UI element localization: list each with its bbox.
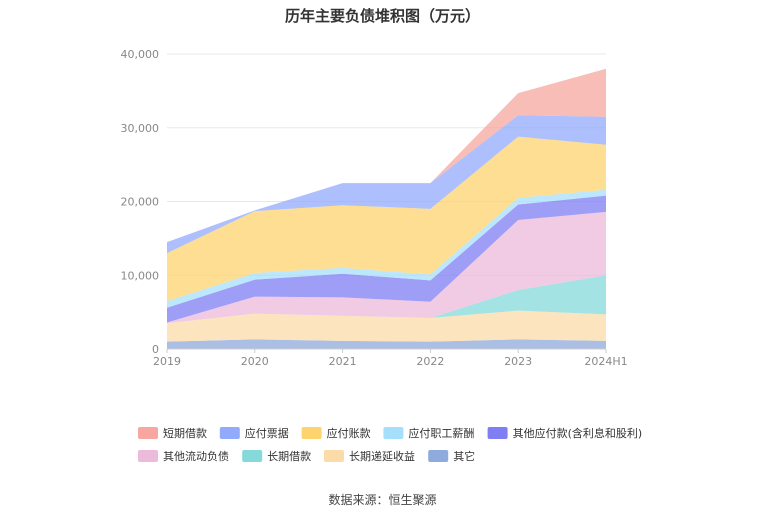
- x-tick-label: 2022: [416, 355, 444, 368]
- x-tick-label: 2023: [504, 355, 532, 368]
- legend-label: 应付职工薪酬: [408, 426, 474, 440]
- y-tick-label: 40,000: [121, 48, 160, 61]
- area-series: [167, 211, 606, 324]
- y-tick-label: 0: [152, 343, 159, 356]
- x-tick-label: 2019: [153, 355, 181, 368]
- legend-swatch: [219, 427, 240, 439]
- legend-label: 应付票据: [245, 426, 289, 440]
- x-tick-label: 2021: [329, 355, 357, 368]
- area-series: [167, 136, 606, 302]
- y-tick-label: 10,000: [121, 269, 160, 282]
- x-tick-label: 2024H1: [584, 355, 627, 368]
- area-series: [167, 339, 606, 349]
- legend-swatch: [138, 427, 158, 439]
- y-tick-label: 20,000: [121, 196, 160, 209]
- area-series: [167, 275, 606, 324]
- area-series: [167, 68, 606, 243]
- legend-label: 其他流动负债: [163, 449, 229, 463]
- y-tick-label: 30,000: [121, 122, 160, 135]
- legend-swatch: [324, 450, 344, 462]
- legend-label: 应付账款: [327, 426, 371, 440]
- chart-title: 历年主要负债堆积图（万元）: [284, 7, 480, 25]
- legend-label: 短期借款: [163, 426, 207, 440]
- legend-label: 其他应付款(含利息和股利): [513, 426, 643, 440]
- area-series: [167, 189, 606, 308]
- legend-swatch: [428, 450, 449, 462]
- area-series: [167, 115, 606, 254]
- area-series: [167, 310, 606, 342]
- legend-swatch: [487, 427, 508, 439]
- legend-swatch: [301, 427, 322, 439]
- legend-swatch: [383, 427, 404, 439]
- legend-swatch: [138, 450, 158, 462]
- legend-swatch: [242, 450, 263, 462]
- legend-label: 长期借款: [267, 449, 311, 463]
- legend-label: 长期递延收益: [349, 449, 415, 463]
- legend-label: 其它: [453, 449, 475, 463]
- x-tick-label: 2020: [241, 355, 269, 368]
- data-source: 数据来源：恒生聚源: [328, 493, 437, 507]
- area-series: [167, 195, 606, 323]
